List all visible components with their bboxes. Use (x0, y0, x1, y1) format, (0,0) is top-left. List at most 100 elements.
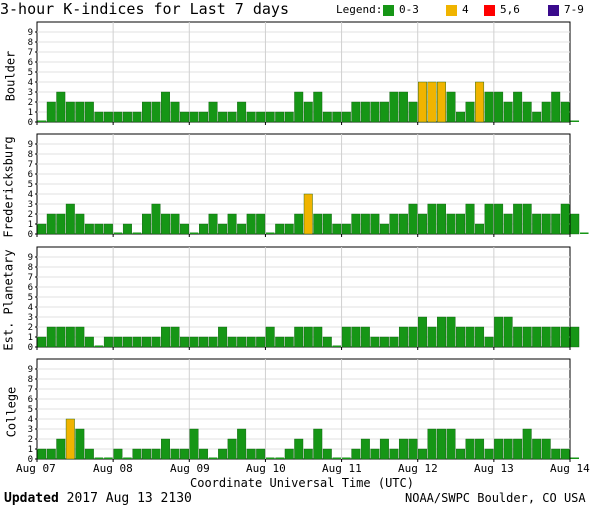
k-index-bar (94, 457, 104, 459)
k-index-bar (208, 336, 218, 348)
k-index-bar (56, 213, 66, 235)
legend-label: Legend: (336, 3, 383, 16)
k-index-bar (265, 232, 275, 234)
k-index-bar (446, 213, 456, 235)
y-tick-label: 6 (28, 170, 33, 180)
k-index-bar (141, 101, 151, 123)
y-tick-label: 7 (28, 385, 33, 395)
k-index-bar (303, 326, 313, 348)
k-index-bar (379, 438, 389, 460)
k-index-bar (275, 457, 284, 459)
k-index-bar (37, 336, 47, 348)
x-axis-title: Coordinate Universal Time (UTC) (190, 476, 414, 490)
y-tick-label: 2 (28, 210, 33, 220)
k-index-bar (522, 203, 532, 235)
k-index-bar (294, 91, 304, 123)
k-index-bar (332, 223, 342, 235)
panel-label-fredericksburg: Fredericksburg (1, 136, 16, 238)
k-index-bar (484, 203, 494, 235)
k-index-bar (265, 326, 275, 348)
k-index-bar (246, 448, 256, 460)
k-index-bar (180, 336, 189, 348)
k-index-bar (541, 101, 551, 123)
y-tick-label: 1 (28, 445, 33, 455)
y-tick-label: 0 (28, 455, 33, 465)
k-index-bar (275, 111, 285, 123)
k-index-bar (418, 316, 427, 348)
k-index-bar (541, 213, 551, 235)
k-index-bar (560, 448, 570, 460)
k-index-bar (332, 111, 342, 123)
k-index-bar (37, 223, 47, 235)
k-index-bar (513, 203, 523, 235)
k-index-bar (456, 111, 466, 123)
k-index-bar (322, 448, 332, 460)
k-index-bar (389, 91, 399, 123)
x-tick-label: Aug 10 (246, 462, 286, 475)
k-index-bar (256, 111, 266, 123)
legend-item-active: 4 (462, 3, 469, 16)
k-index-bar (65, 326, 75, 348)
k-index-bar (360, 101, 370, 123)
k-index-bar (408, 326, 418, 348)
k-index-bar (522, 326, 532, 348)
k-index-bar (551, 91, 561, 123)
k-index-bar (303, 448, 313, 460)
k-index-bar (427, 81, 437, 123)
k-index-bar (94, 345, 104, 347)
k-index-bar (389, 448, 399, 460)
y-tick-label: 1 (28, 333, 33, 343)
k-index-bar (284, 336, 294, 348)
k-index-bar (351, 101, 361, 123)
k-index-bar (398, 438, 408, 460)
k-index-bar (570, 326, 580, 348)
k-index-bar (170, 101, 180, 123)
k-index-bar (465, 326, 475, 348)
k-index-bar (351, 213, 361, 235)
k-index-bar (351, 326, 361, 348)
y-tick-label: 9 (28, 28, 33, 38)
k-index-bar (370, 336, 380, 348)
y-tick-label: 6 (28, 395, 33, 405)
k-index-bar (227, 336, 237, 348)
k-index-bar (180, 448, 189, 460)
y-tick-label: 5 (28, 68, 33, 78)
k-index-bar (437, 81, 446, 123)
k-index-bar (132, 336, 142, 348)
k-index-bar (456, 326, 466, 348)
k-index-bar (398, 326, 408, 348)
k-index-bar (275, 336, 285, 348)
k-index-bar (398, 213, 408, 235)
k-index-bar (475, 223, 485, 235)
k-index-bar (294, 213, 304, 235)
k-index-bar (532, 326, 542, 348)
k-index-bar (494, 91, 504, 123)
k-index-bar (246, 336, 256, 348)
k-index-bar (560, 326, 570, 348)
k-index-bar (189, 336, 199, 348)
k-index-bar (313, 428, 323, 460)
k-index-bar (503, 316, 513, 348)
legend-item-storm: 5,6 (500, 3, 520, 16)
y-tick-label: 9 (28, 365, 33, 375)
y-tick-label: 1 (28, 108, 33, 118)
k-index-bar (189, 111, 199, 123)
k-index-bar (56, 326, 66, 348)
k-index-bar (103, 111, 113, 123)
k-index-bar (503, 213, 513, 235)
k-index-bar (513, 438, 523, 460)
k-index-bar (237, 223, 247, 235)
k-index-bar (379, 336, 389, 348)
x-tick-label: Aug 11 (322, 462, 362, 475)
k-index-bar (313, 91, 323, 123)
chart-title: 3-hour K-indices for Last 7 days (0, 0, 289, 18)
k-index-bar (465, 438, 475, 460)
k-index-bar (218, 448, 228, 460)
legend-item-quiet: 0-3 (399, 3, 419, 16)
k-index-bar (494, 203, 504, 235)
k-index-bar (360, 213, 370, 235)
k-index-bar (427, 203, 437, 235)
k-index-bar (132, 111, 142, 123)
k-index-bar (218, 111, 228, 123)
k-index-bar (246, 213, 256, 235)
